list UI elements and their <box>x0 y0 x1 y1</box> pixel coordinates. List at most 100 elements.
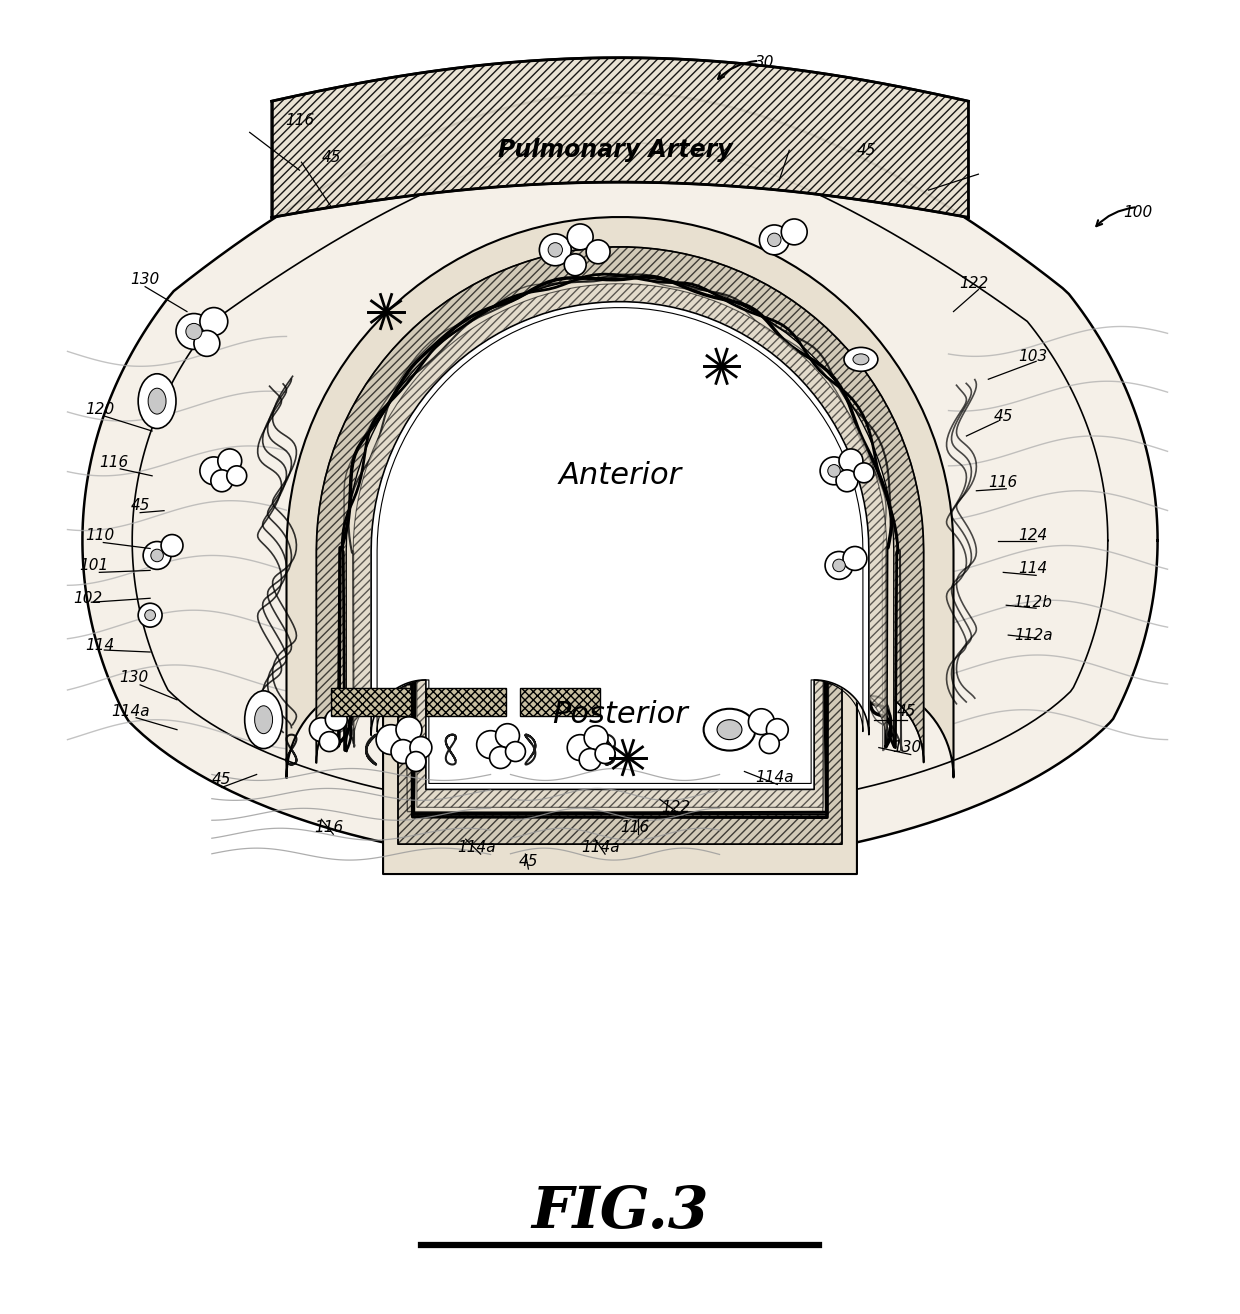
Circle shape <box>138 603 162 627</box>
Text: 103: 103 <box>1018 348 1048 364</box>
Circle shape <box>186 323 202 339</box>
Text: 30: 30 <box>755 55 774 70</box>
Polygon shape <box>353 284 887 807</box>
Circle shape <box>854 463 874 482</box>
Circle shape <box>579 749 601 770</box>
Circle shape <box>567 735 593 761</box>
Ellipse shape <box>717 720 742 740</box>
Ellipse shape <box>844 347 878 372</box>
Text: 122: 122 <box>661 800 691 815</box>
Circle shape <box>151 549 164 561</box>
Ellipse shape <box>254 706 273 733</box>
Circle shape <box>506 741 526 762</box>
Circle shape <box>833 560 846 572</box>
Circle shape <box>193 330 219 356</box>
Text: 116: 116 <box>99 456 129 470</box>
Polygon shape <box>425 687 506 716</box>
Polygon shape <box>521 687 600 716</box>
Text: 45: 45 <box>321 150 341 164</box>
Text: 116: 116 <box>620 820 650 834</box>
Text: 114a: 114a <box>110 704 150 719</box>
Circle shape <box>820 457 848 485</box>
Circle shape <box>759 733 779 753</box>
Circle shape <box>325 708 347 731</box>
Text: 45: 45 <box>212 771 232 787</box>
Text: 116: 116 <box>315 820 343 834</box>
Text: 45: 45 <box>857 143 877 158</box>
Circle shape <box>476 731 505 758</box>
Circle shape <box>548 243 563 258</box>
Polygon shape <box>272 58 968 218</box>
Ellipse shape <box>853 353 869 365</box>
Text: 120: 120 <box>86 402 115 417</box>
Polygon shape <box>371 302 869 790</box>
Circle shape <box>539 234 572 265</box>
Text: Anterior: Anterior <box>558 461 682 490</box>
Circle shape <box>211 470 233 491</box>
Ellipse shape <box>148 388 166 414</box>
Circle shape <box>376 725 405 754</box>
Circle shape <box>825 552 853 579</box>
Text: 45: 45 <box>518 854 538 869</box>
Polygon shape <box>286 217 954 874</box>
Circle shape <box>143 541 171 569</box>
Text: 114: 114 <box>1018 561 1048 576</box>
Ellipse shape <box>138 373 176 428</box>
Circle shape <box>839 449 863 473</box>
Text: 116: 116 <box>285 113 314 127</box>
Circle shape <box>759 225 789 255</box>
Ellipse shape <box>244 691 283 749</box>
Circle shape <box>828 465 841 477</box>
Circle shape <box>836 470 858 491</box>
Text: 114a: 114a <box>580 840 620 854</box>
Circle shape <box>587 240 610 264</box>
Text: FIG.3: FIG.3 <box>531 1184 709 1240</box>
Text: 110: 110 <box>86 528 115 543</box>
Text: 101: 101 <box>79 558 109 573</box>
Circle shape <box>391 740 415 763</box>
Circle shape <box>595 744 615 763</box>
Circle shape <box>749 708 774 735</box>
Circle shape <box>766 719 789 741</box>
Text: 114: 114 <box>86 637 115 653</box>
Circle shape <box>781 219 807 244</box>
Text: 130: 130 <box>130 272 160 288</box>
Text: 116: 116 <box>988 476 1018 490</box>
Circle shape <box>161 535 184 556</box>
Circle shape <box>567 223 593 250</box>
Text: 100: 100 <box>1123 205 1152 219</box>
Circle shape <box>145 610 155 620</box>
Circle shape <box>310 717 334 741</box>
Circle shape <box>396 716 422 742</box>
Polygon shape <box>82 92 1158 867</box>
Ellipse shape <box>703 708 755 750</box>
Circle shape <box>584 725 608 749</box>
Polygon shape <box>346 277 894 815</box>
Circle shape <box>218 449 242 473</box>
Text: 45: 45 <box>130 498 150 514</box>
Text: 45: 45 <box>993 409 1013 423</box>
Circle shape <box>410 737 432 758</box>
Polygon shape <box>331 687 410 716</box>
Polygon shape <box>316 247 924 844</box>
Circle shape <box>227 466 247 486</box>
Circle shape <box>320 732 340 752</box>
Text: 45: 45 <box>897 704 916 719</box>
Text: 114a: 114a <box>458 840 496 854</box>
Circle shape <box>564 254 587 276</box>
Polygon shape <box>316 247 924 844</box>
Circle shape <box>768 233 781 247</box>
Text: Posterior: Posterior <box>552 700 688 729</box>
Text: 122: 122 <box>959 276 988 292</box>
Circle shape <box>843 547 867 570</box>
Text: 130: 130 <box>119 670 149 686</box>
Text: 114a: 114a <box>755 770 794 784</box>
Text: 112b: 112b <box>1014 595 1053 610</box>
Circle shape <box>200 457 228 485</box>
Text: 102: 102 <box>73 591 102 606</box>
Circle shape <box>200 307 228 335</box>
Text: 124: 124 <box>1018 528 1048 543</box>
Text: Pulmonary Artery: Pulmonary Artery <box>497 138 733 163</box>
Circle shape <box>176 314 212 350</box>
Circle shape <box>405 752 425 771</box>
